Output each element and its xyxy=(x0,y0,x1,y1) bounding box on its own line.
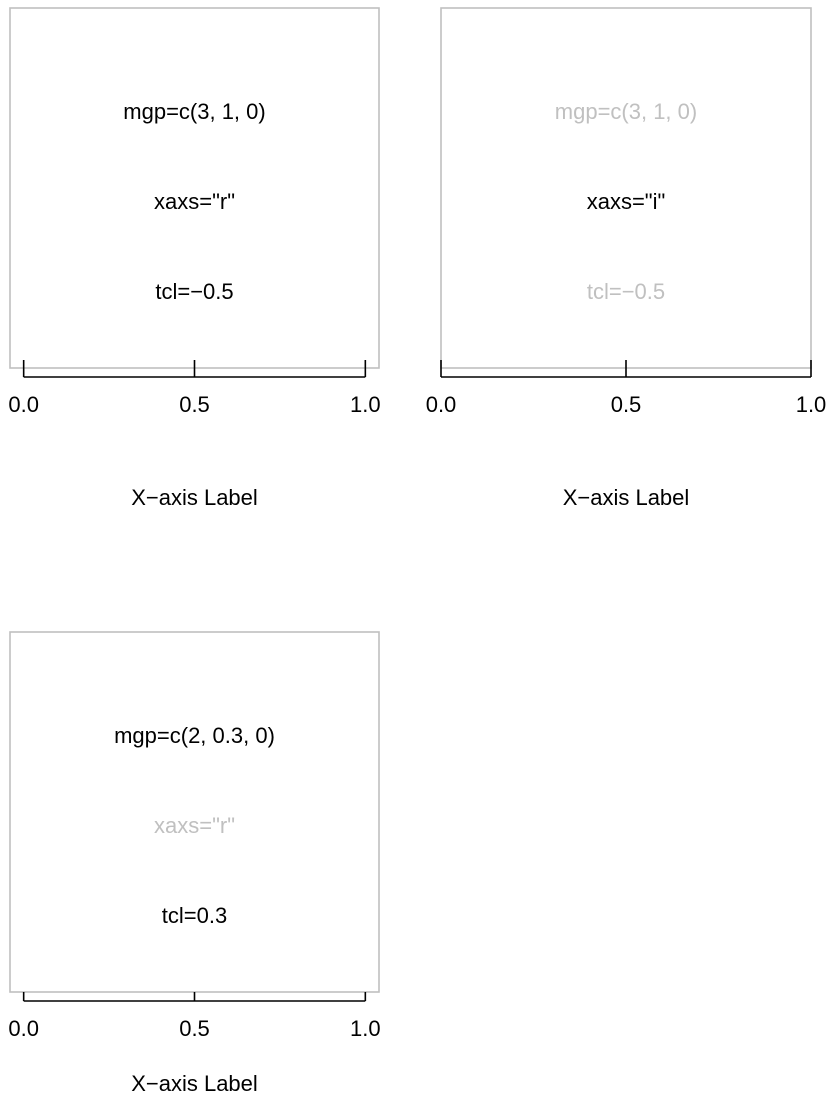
x-tick-label-1: 0.0 xyxy=(426,392,457,417)
annotation-2: xaxs="i" xyxy=(587,189,666,214)
annotation-3: tcl=−0.5 xyxy=(155,279,233,304)
annotation-1: mgp=c(3, 1, 0) xyxy=(555,99,697,124)
x-tick-label-2: 0.5 xyxy=(179,392,210,417)
panel-2: mgp=c(3, 1, 0) xaxs="i" tcl=−0.5 0.0 0.5 1.0 X… xyxy=(426,7,827,510)
annotation-1: mgp=c(3, 1, 0) xyxy=(123,99,265,124)
x-axis-title: X−axis Label xyxy=(131,1071,258,1095)
annotation-2: xaxs="r" xyxy=(154,813,235,838)
x-tick-label-3: 1.0 xyxy=(350,392,381,417)
x-axis-title: X−axis Label xyxy=(131,485,258,510)
x-tick-label-1: 0.0 xyxy=(8,1016,39,1041)
x-tick-label-2: 0.5 xyxy=(611,392,642,417)
annotation-3: tcl=−0.5 xyxy=(587,279,665,304)
annotation-2: xaxs="r" xyxy=(154,189,235,214)
panel-1: mgp=c(3, 1, 0) xaxs="r" tcl=−0.5 0.0 0.5 1.0 X… xyxy=(8,7,381,510)
x-tick-label-1: 0.0 xyxy=(8,392,39,417)
panel-3: mgp=c(2, 0.3, 0) xaxs="r" tcl=0.3 0.0 0.5 1.0… xyxy=(8,631,381,1095)
x-tick-label-2: 0.5 xyxy=(179,1016,210,1041)
x-tick-label-3: 1.0 xyxy=(350,1016,381,1041)
x-axis-title: X−axis Label xyxy=(563,485,690,510)
annotation-1: mgp=c(2, 0.3, 0) xyxy=(114,723,275,748)
x-tick-label-3: 1.0 xyxy=(796,392,827,417)
annotation-3: tcl=0.3 xyxy=(162,903,227,928)
